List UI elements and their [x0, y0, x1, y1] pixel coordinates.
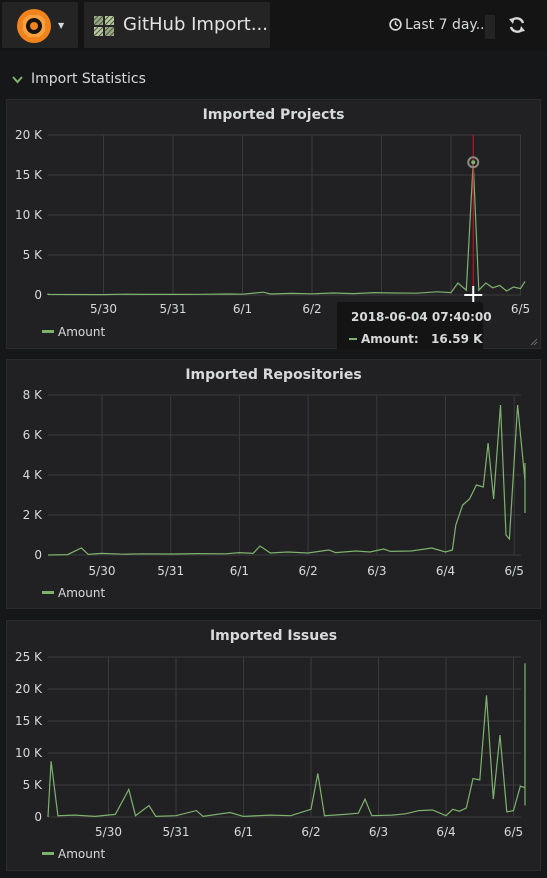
y-tick-label: 15 K — [15, 168, 43, 182]
x-tick-label: 6/1 — [234, 825, 253, 839]
panel-title: Imported Projects — [202, 107, 345, 123]
legend-item-amount[interactable]: Amount — [42, 325, 105, 339]
chevron-down-icon — [12, 76, 23, 84]
x-tick-label: 5/31 — [157, 564, 184, 578]
legend-swatch — [42, 591, 54, 594]
panel-title: Imported Issues — [209, 628, 338, 644]
legend-swatch — [42, 330, 54, 333]
caret-down-icon: ▼ — [58, 21, 65, 30]
y-tick-label: 15 K — [15, 714, 43, 728]
time-range-picker[interactable]: Last 7 day... — [378, 2, 495, 48]
graph-imported-repositories[interactable]: 8 K 6 K 4 K 2 K 0 5/30 5/31 6/1 6/2 6/3 6/4 6/5 — [7, 360, 542, 610]
tooltip-swatch — [349, 337, 357, 340]
tooltip-series-label: Amount: — [361, 332, 419, 346]
legend-label: Amount — [58, 847, 106, 861]
panel-imported-issues[interactable]: Imported Issues 25 K 20 K 15 K 10 K 5 K 0 5/30… — [6, 620, 541, 871]
y-tick-label: 0 — [34, 548, 42, 562]
legend-swatch — [42, 852, 54, 855]
graph-imported-issues[interactable]: 25 K 20 K 15 K 10 K 5 K 0 5/30 5/31 6/1 6/2 6/3 6/4… — [7, 621, 542, 872]
y-tick-label: 0 — [34, 288, 42, 302]
dashboard-grid-icon — [94, 16, 114, 36]
x-tick-label: 6/5 — [505, 564, 524, 578]
legend-label: Amount — [58, 325, 106, 339]
legend-item-amount[interactable]: Amount — [42, 847, 105, 861]
x-tick-label: 6/3 — [367, 564, 386, 578]
y-tick-label: 20 K — [15, 128, 43, 142]
x-tick-label: 6/2 — [301, 825, 320, 839]
y-tick-label: 10 K — [15, 208, 43, 222]
x-tick-label: 6/2 — [298, 564, 317, 578]
y-tick-label: 20 K — [15, 682, 43, 696]
y-tick-label: 0 — [34, 810, 42, 824]
tooltip-series: Amount: — [349, 332, 419, 346]
dashboard-title: GitHub Import... — [123, 14, 269, 35]
x-tick-label: 6/4 — [436, 825, 455, 839]
y-tick-label: 6 K — [23, 428, 43, 442]
x-tick-label: 6/2 — [302, 302, 321, 316]
hover-point — [471, 160, 476, 165]
grafana-logo-icon — [17, 9, 51, 43]
x-tick-label: 5/31 — [160, 302, 187, 316]
x-tick-label: 6/3 — [369, 825, 388, 839]
legend-label: Amount — [58, 586, 106, 600]
graph-tooltip: 2018-06-04 07:40:00 Amount: 16.59 K — [337, 302, 492, 350]
y-tick-label: 4 K — [23, 468, 43, 482]
x-tick-label: 6/4 — [436, 564, 455, 578]
y-tick-label: 25 K — [15, 650, 43, 664]
series-line-amount — [47, 404, 526, 556]
y-tick-label: 10 K — [15, 746, 43, 760]
panel-imported-repositories[interactable]: Imported Repositories 8 K 6 K 4 K 2 K 0 5/30 5… — [6, 359, 541, 609]
time-range-label: Last 7 day... — [405, 17, 490, 33]
grafana-menu-button[interactable]: ▼ — [2, 2, 78, 48]
row-title: Import Statistics — [31, 71, 146, 87]
cursor-crosshair-icon — [464, 286, 483, 304]
x-tick-label: 6/1 — [230, 564, 249, 578]
series-line-amount — [47, 162, 526, 296]
x-tick-label: 6/5 — [511, 302, 530, 316]
dashboard-title-button[interactable]: GitHub Import... — [84, 2, 270, 48]
series-line-amount — [47, 663, 526, 818]
x-tick-label: 6/5 — [504, 825, 523, 839]
refresh-button[interactable] — [502, 10, 532, 40]
panel-title: Imported Repositories — [185, 367, 362, 383]
graph-imported-projects[interactable]: 20 K15 K10 K5 K05/305/316/16/26/36/46/5 — [7, 100, 542, 350]
x-tick-label: 5/30 — [95, 825, 122, 839]
refresh-icon — [509, 17, 525, 33]
hover-point-marker — [467, 156, 480, 169]
tooltip-value: 16.59 K — [431, 332, 483, 346]
x-tick-label: 5/30 — [89, 564, 116, 578]
y-tick-label: 8 K — [23, 388, 43, 402]
resize-handle-icon[interactable] — [530, 338, 538, 346]
clock-icon — [389, 18, 402, 31]
y-tick-label: 5 K — [23, 778, 43, 792]
y-tick-label: 5 K — [23, 248, 43, 262]
x-tick-label: 6/1 — [233, 302, 252, 316]
legend-item-amount[interactable]: Amount — [42, 586, 105, 600]
top-navbar: ▼ GitHub Import... Last 7 day... — [0, 0, 547, 50]
tooltip-time: 2018-06-04 07:40:00 — [351, 310, 492, 324]
x-tick-label: 5/30 — [90, 302, 117, 316]
y-tick-label: 2 K — [23, 508, 43, 522]
x-tick-label: 5/31 — [163, 825, 190, 839]
toolbar-divider — [485, 15, 495, 39]
